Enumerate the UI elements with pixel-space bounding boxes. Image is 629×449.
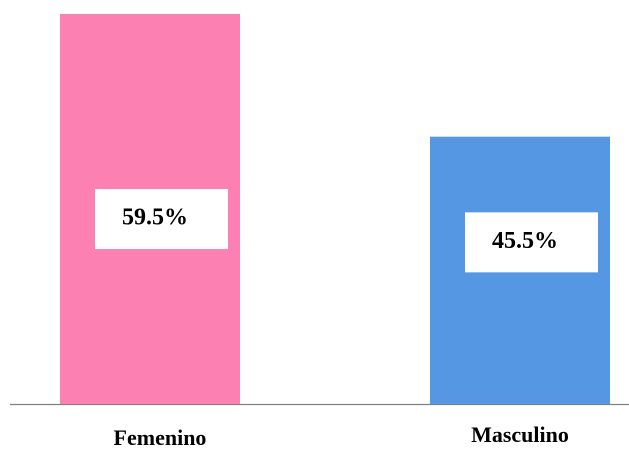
value-label-box: [95, 189, 228, 249]
x-tick-label: Femenino: [114, 425, 207, 449]
value-label: 59.5%: [122, 205, 188, 231]
value-label: 45.5%: [492, 228, 558, 254]
value-label-box: [465, 212, 598, 273]
x-tick-label: Masculino: [471, 422, 569, 447]
